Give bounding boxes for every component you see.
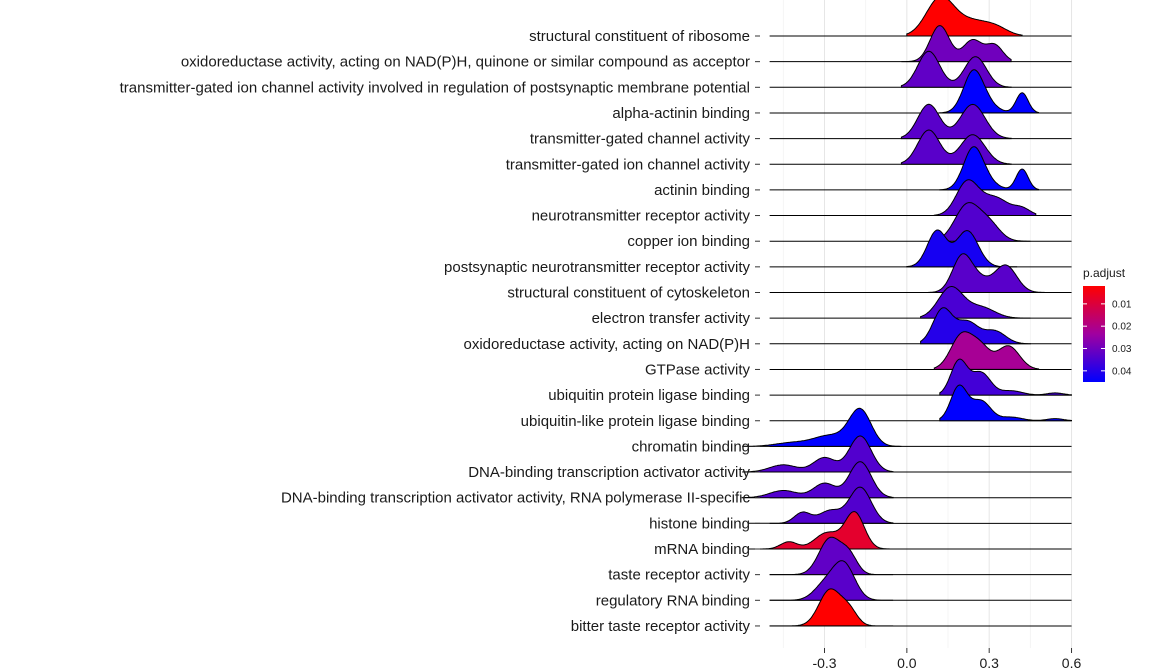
- y-tick-label: ubiquitin protein ligase binding: [548, 387, 750, 404]
- y-tick-label: transmitter-gated ion channel activity i…: [120, 79, 750, 96]
- y-tick-label: copper ion binding: [627, 233, 750, 250]
- y-tick-label: electron transfer activity: [592, 310, 751, 327]
- y-tick-label: postsynaptic neurotransmitter receptor a…: [444, 259, 750, 276]
- ridge-density: [939, 358, 1072, 396]
- y-tick-label: bitter taste receptor activity: [571, 618, 751, 635]
- legend-tick-label: 0.04: [1112, 366, 1132, 377]
- y-tick-label: structural constituent of cytoskeleton: [507, 285, 750, 302]
- ridge-density: [900, 50, 1012, 88]
- legend: p.adjust 0.01 0.02 0.03 0.04: [1083, 266, 1132, 382]
- ridge-density: [769, 560, 894, 601]
- ridge-density: [939, 69, 1040, 114]
- ridge-density: [939, 146, 1040, 191]
- legend-title: p.adjust: [1083, 266, 1126, 280]
- y-tick-label: histone binding: [649, 515, 750, 532]
- ridge-density: [920, 307, 1031, 345]
- y-tick-label: regulatory RNA binding: [596, 592, 750, 609]
- y-tick-label: ubiquitin-like protein ligase binding: [521, 413, 750, 430]
- x-axis: -0.3 0.0 0.3 0.6: [812, 648, 1081, 670]
- ridge-density: [769, 536, 894, 576]
- panel-background: [760, 0, 1088, 648]
- legend-tick-label: 0.02: [1112, 322, 1132, 333]
- ridge-density: [741, 461, 894, 499]
- x-tick-label: 0.3: [979, 655, 999, 670]
- ridge-density: [906, 229, 1018, 268]
- y-tick-label: mRNA binding: [654, 541, 750, 558]
- y-tick-label: DNA-binding transcription activator acti…: [281, 490, 751, 507]
- grid-layer: [760, 0, 1088, 648]
- y-tick-label: structural constituent of ribosome: [529, 28, 750, 45]
- legend-tick-label: 0.01: [1112, 299, 1132, 310]
- y-tick-label: taste receptor activity: [608, 567, 750, 584]
- ridge-layer: [741, 0, 1072, 627]
- x-tick-label: 0.0: [897, 655, 917, 670]
- ridge-density: [939, 384, 1072, 422]
- y-tick-label: neurotransmitter receptor activity: [532, 208, 751, 225]
- y-tick-label: DNA-binding transcription activator acti…: [468, 464, 750, 481]
- ridge-density: [928, 253, 1045, 293]
- ridge-density: [742, 435, 894, 473]
- ridge-density: [900, 129, 1012, 165]
- ridge-density: [933, 202, 1031, 242]
- y-tick-label: oxidoreductase activity, acting on NAD(P…: [463, 336, 750, 353]
- y-tick-label: transmitter-gated channel activity: [530, 131, 751, 148]
- legend-ticks: 0.01 0.02 0.03 0.04: [1083, 299, 1132, 377]
- y-tick-label: alpha-actinin binding: [612, 105, 750, 122]
- legend-tick-label: 0.03: [1112, 344, 1132, 355]
- y-axis-labels: structural constituent of ribosome oxidor…: [120, 28, 760, 635]
- y-tick-label: chromatin binding: [632, 438, 750, 455]
- ridge-density: [747, 511, 894, 550]
- legend-colorbar: [1083, 286, 1105, 382]
- y-tick-label: GTPase activity: [645, 361, 751, 378]
- x-tick-label: -0.3: [812, 655, 836, 670]
- y-tick-label: transmitter-gated ion channel activity: [506, 156, 751, 173]
- ridge-density: [906, 0, 1023, 37]
- x-tick-label: 0.6: [1062, 655, 1082, 670]
- y-tick-label: oxidoreductase activity, acting on NAD(P…: [181, 54, 750, 71]
- ridge-density: [769, 588, 894, 627]
- y-tick-label: actinin binding: [654, 182, 750, 199]
- ridge-density: [933, 179, 1037, 216]
